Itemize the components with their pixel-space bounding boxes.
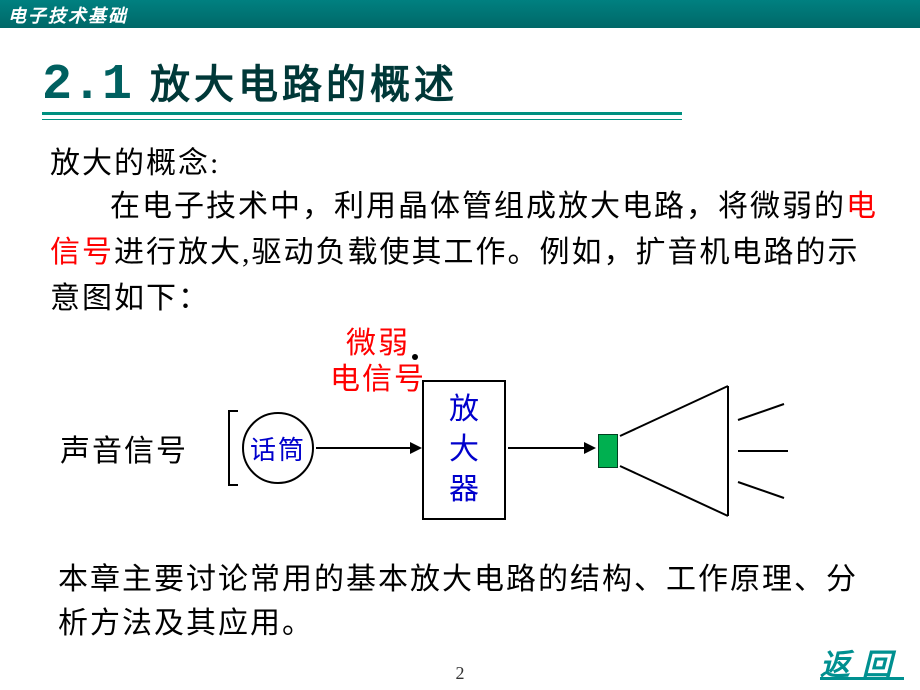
title-underline <box>42 112 682 115</box>
paragraph-summary: 本章主要讨论常用的基本放大电路的结构、工作原理、分析方法及其应用。 <box>58 558 878 646</box>
weak-line2: 电信号 <box>330 363 426 396</box>
weak-signal-label: 微弱 电信号 <box>330 326 426 398</box>
arrow-line <box>316 447 412 449</box>
page-title: 2.1 放大电路的概述 <box>42 52 458 114</box>
paragraph-intro: 在电子技术中，利用晶体管组成放大电路，将微弱的电信号进行放大,驱动负载使其工作。… <box>50 184 880 322</box>
microphone-node: 话筒 <box>242 412 314 484</box>
return-button[interactable]: 返回 <box>820 640 904 684</box>
bracket-line <box>228 410 230 486</box>
site-title: 电子技术基础 <box>8 2 128 28</box>
bracket-tick <box>228 484 238 486</box>
speaker-cone-icon <box>618 384 788 524</box>
section-title: 放大电路的概述 <box>150 52 458 110</box>
concept-label: 放大的概念: <box>50 138 220 182</box>
bracket-tick <box>228 410 238 412</box>
page-number: 2 <box>0 663 920 684</box>
amp-l1: 放 <box>449 390 479 430</box>
dot-icon <box>412 354 418 360</box>
arrow-line <box>508 447 586 449</box>
arrow-head-icon <box>410 442 422 454</box>
amp-l2: 大 <box>449 430 479 470</box>
para1-part-a: 在电子技术中，利用晶体管组成放大电路，将微弱的 <box>110 190 846 223</box>
amplifier-node: 放 大 器 <box>422 380 506 520</box>
header-band <box>0 0 920 28</box>
section-number: 2.1 <box>42 57 132 114</box>
mic-label: 话筒 <box>250 430 306 467</box>
amp-l3: 器 <box>449 470 479 510</box>
amplifier-diagram: 微弱 电信号 声音信号 话筒 放 大 器 <box>50 326 880 546</box>
arrow-head-icon <box>584 442 596 454</box>
speaker-body <box>598 434 618 468</box>
title-underline-thin <box>42 119 682 120</box>
sound-signal-label: 声音信号 <box>60 426 188 470</box>
para1-part-b: 进行放大,驱动负载使其工作。例如，扩音机电路的示意图如下： <box>50 236 860 315</box>
weak-line1: 微弱 <box>346 327 410 360</box>
